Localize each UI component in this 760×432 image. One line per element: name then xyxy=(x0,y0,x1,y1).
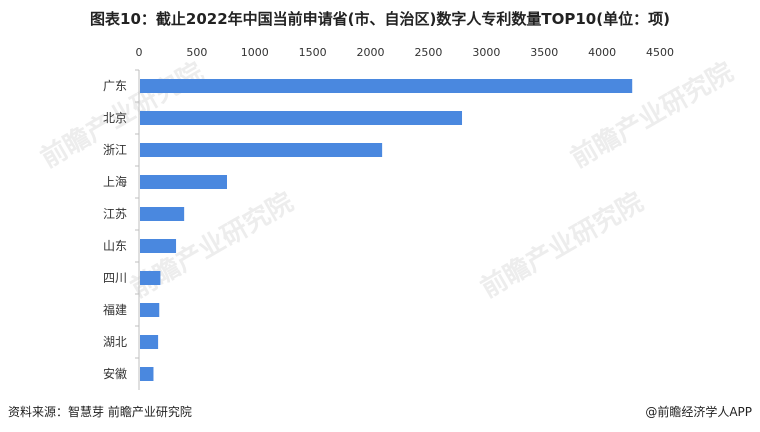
bar xyxy=(140,207,185,221)
bar xyxy=(140,271,161,285)
x-tick-label: 500 xyxy=(186,46,207,59)
bar xyxy=(140,239,177,253)
bar xyxy=(140,335,159,349)
bar xyxy=(140,79,633,93)
bar xyxy=(140,303,160,317)
category-label: 安徽 xyxy=(103,366,127,381)
x-tick-label: 2000 xyxy=(357,46,385,59)
category-label: 湖北 xyxy=(103,334,127,349)
source-note: 资料来源：智慧芽 前瞻产业研究院 xyxy=(8,405,192,419)
category-label: 浙江 xyxy=(103,143,127,157)
bar xyxy=(140,175,227,189)
bar xyxy=(140,111,463,125)
category-label: 福建 xyxy=(103,302,127,317)
chart-title: 图表10：截止2022年中国当前申请省(市、自治区)数字人专利数量TOP10(单… xyxy=(90,10,670,28)
bar xyxy=(140,367,154,381)
x-tick-label: 1000 xyxy=(241,46,269,59)
category-label: 江苏 xyxy=(103,207,127,221)
x-tick-label: 0 xyxy=(136,46,143,59)
x-tick-label: 4000 xyxy=(588,46,616,59)
x-tick-label: 4500 xyxy=(646,46,674,59)
x-tick-label: 2500 xyxy=(414,46,442,59)
category-label: 上海 xyxy=(103,174,127,189)
category-label: 山东 xyxy=(103,239,127,253)
category-label: 四川 xyxy=(103,271,127,285)
x-tick-label: 1500 xyxy=(299,46,327,59)
x-tick-label: 3500 xyxy=(530,46,558,59)
x-tick-label: 3000 xyxy=(472,46,500,59)
category-label: 广东 xyxy=(103,79,127,93)
bar xyxy=(140,143,383,157)
brand-label: @前瞻经济学人APP xyxy=(645,405,752,419)
category-label: 北京 xyxy=(103,111,127,125)
